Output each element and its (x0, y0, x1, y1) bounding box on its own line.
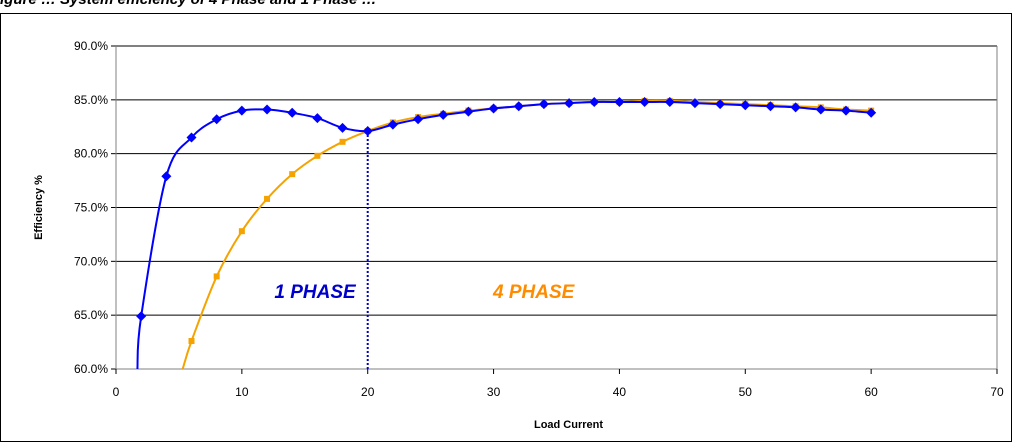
series-0-point-20 (639, 96, 650, 107)
series-0-point-10 (387, 119, 398, 130)
series-0-point-11 (413, 114, 424, 125)
series-0-point-6 (287, 107, 298, 118)
x-axis-label: Load Current (534, 419, 603, 431)
series-0-point-4 (236, 105, 247, 116)
y-tick-label-0: 60.0% (74, 362, 108, 376)
series-0-point-5 (262, 104, 273, 115)
series-0-point-1 (161, 171, 172, 182)
series-line-0 (136, 100, 872, 370)
chart-frame (0, 13, 1012, 442)
series-1-point-1 (213, 273, 220, 280)
series-0-point-3 (211, 114, 222, 125)
series-0-point-25 (765, 101, 776, 112)
series-0-point-21 (664, 96, 675, 107)
series-1-point-6 (339, 138, 346, 145)
series-line-1 (181, 99, 872, 370)
series-0-point-15 (513, 101, 524, 112)
series-0-point-16 (538, 99, 549, 110)
x-tick-label-2: 20 (361, 385, 375, 399)
series-0-point-29 (866, 107, 877, 118)
x-tick-label-7: 70 (990, 385, 1004, 399)
grid-layer (116, 45, 997, 370)
y-axis-label: Efficiency % (33, 175, 45, 240)
y-tick-label-1: 65.0% (74, 308, 108, 322)
series-0-point-19 (614, 96, 625, 107)
marker-layer (136, 96, 877, 345)
annotation-1: 4 PHASE (492, 282, 576, 303)
series-1-point-3 (264, 195, 271, 202)
x-tick-label-5: 50 (739, 385, 753, 399)
series-1-point-2 (238, 228, 245, 235)
series-0-point-28 (840, 105, 851, 116)
series-1-point-5 (314, 152, 321, 159)
series-0-point-14 (488, 103, 499, 114)
y-tick-label-3: 75.0% (74, 201, 108, 215)
y-tick-label-2: 70.0% (74, 254, 108, 268)
series-0-point-22 (689, 98, 700, 109)
series-0-point-27 (815, 104, 826, 115)
y-tick-label-6: 90.0% (74, 39, 108, 53)
y-tick-label-5: 85.0% (74, 93, 108, 107)
series-0-point-7 (312, 113, 323, 124)
series-layer (136, 99, 872, 370)
axis-layer: 60.0% 65.0% 70.0% 75.0% 80.0% 85.0% 90.0% 0 10 20… (74, 39, 1004, 399)
x-tick-label-0: 0 (113, 385, 120, 399)
series-0-point-0 (136, 311, 147, 322)
series-0-point-2 (186, 132, 197, 143)
figure-caption: igure … System efficiency of 4 Phase and… (0, 0, 377, 8)
x-tick-label-3: 30 (487, 385, 501, 399)
series-0-point-12 (438, 109, 449, 120)
series-0-point-23 (715, 99, 726, 110)
series-0-point-18 (589, 96, 600, 107)
series-1-point-0 (188, 338, 195, 345)
series-0-point-13 (463, 106, 474, 117)
series-0-point-24 (740, 100, 751, 111)
series-0-point-8 (337, 122, 348, 133)
annotation-layer: 1 PHASE 4 PHASE (274, 131, 576, 369)
x-tick-label-6: 60 (864, 385, 878, 399)
series-0-point-26 (790, 102, 801, 113)
series-1-point-4 (289, 171, 296, 178)
x-tick-label-1: 10 (235, 385, 249, 399)
x-tick-label-4: 40 (613, 385, 627, 399)
y-tick-label-4: 80.0% (74, 147, 108, 161)
annotation-0: 1 PHASE (274, 282, 357, 303)
series-0-point-17 (564, 98, 575, 109)
